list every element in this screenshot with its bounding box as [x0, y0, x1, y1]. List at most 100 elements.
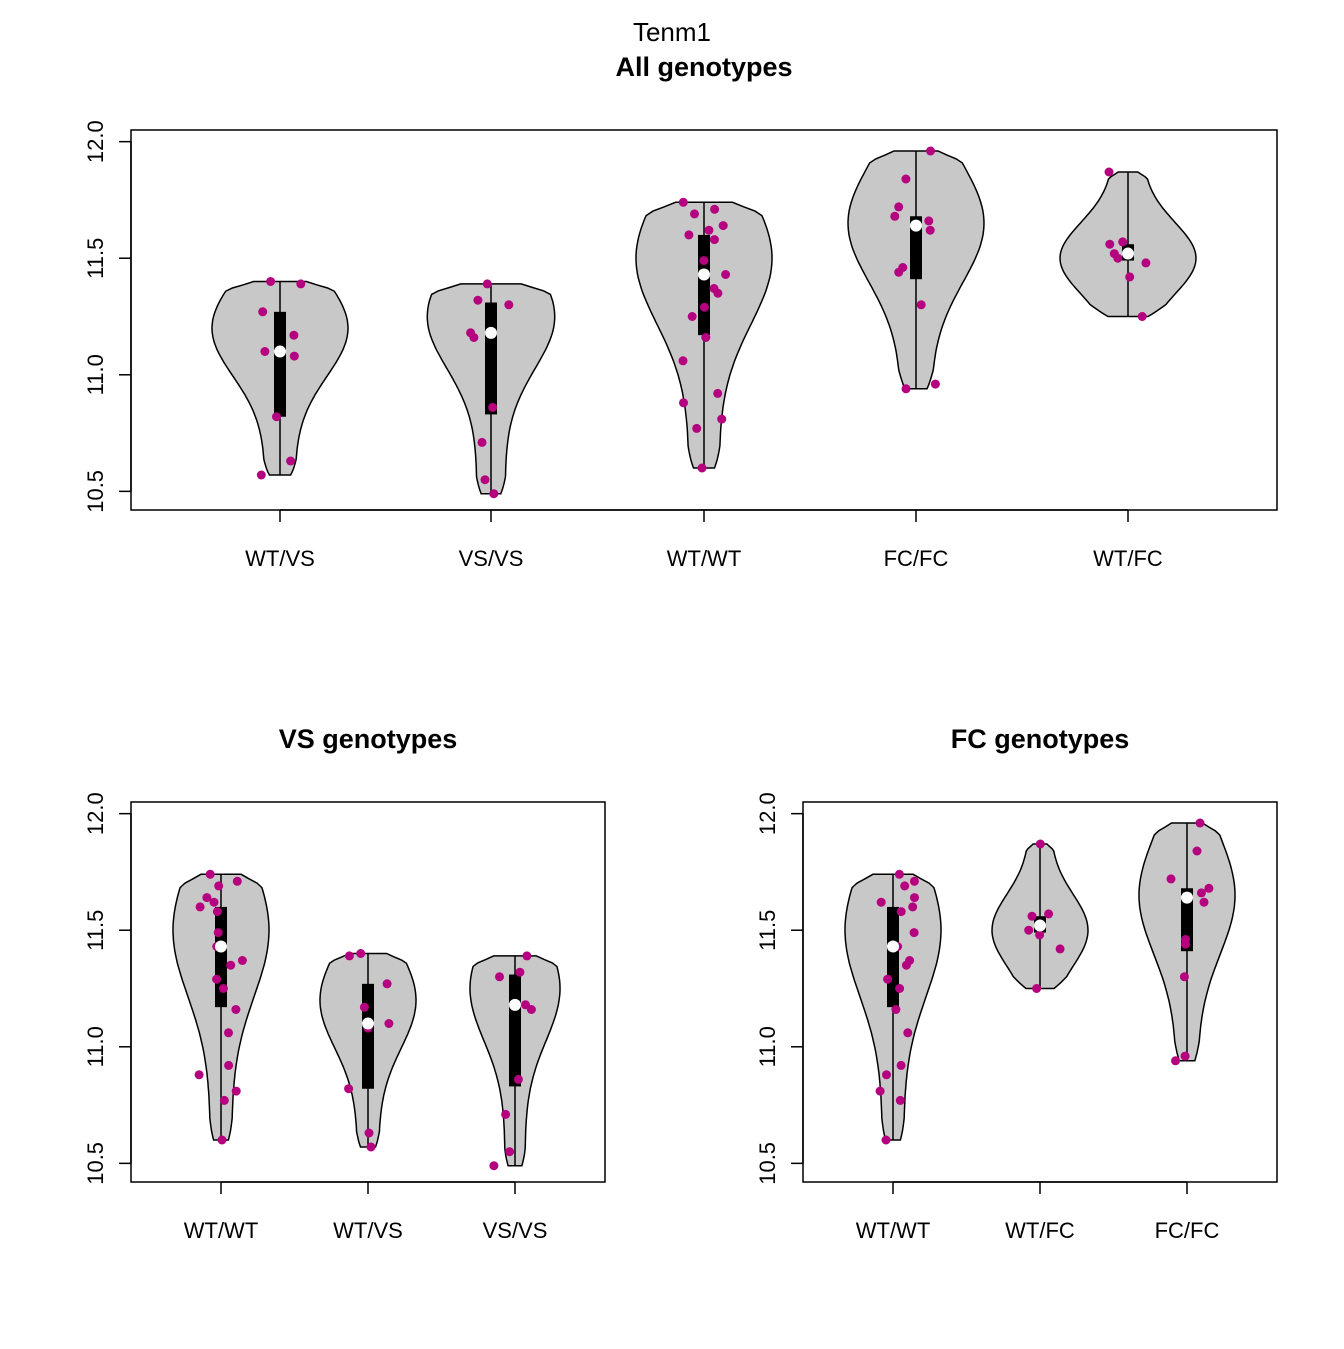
x-tick-label-wt-vs: WT/VS	[333, 1218, 403, 1243]
y-tick-label: 11.5	[83, 238, 108, 279]
data-point	[231, 1005, 241, 1014]
x-tick-label-wt-wt: WT/WT	[856, 1218, 931, 1243]
data-point	[701, 333, 711, 342]
data-point	[704, 225, 714, 235]
x-tick-label-wt-wt: WT/WT	[667, 546, 742, 571]
data-point	[488, 402, 498, 412]
data-point	[489, 1161, 499, 1171]
data-point	[894, 869, 904, 879]
data-point	[909, 876, 919, 886]
violin-wt-wt	[844, 869, 942, 1145]
panel-all-genotypes: All genotypes 10.5 11.0 11.5 12.0 WT/VS VS/V…	[83, 52, 1278, 571]
data-point	[1137, 312, 1147, 321]
data-point	[876, 897, 886, 907]
y-tick-label: 11.0	[83, 1026, 108, 1067]
data-point	[266, 277, 276, 286]
data-point	[212, 974, 222, 984]
data-point	[477, 437, 487, 447]
iqr-box	[274, 311, 286, 417]
data-point	[473, 295, 483, 305]
data-point	[1196, 888, 1206, 898]
data-point	[924, 216, 934, 226]
data-point	[903, 1028, 913, 1038]
data-point	[515, 967, 525, 977]
data-point	[909, 928, 919, 938]
data-point	[881, 1135, 891, 1145]
data-point	[489, 489, 499, 499]
violin-wt-vs	[319, 949, 417, 1152]
data-point	[513, 1074, 523, 1084]
x-tick-label-vs-vs: VS/VS	[483, 1218, 548, 1243]
median-point	[362, 1017, 374, 1030]
data-point	[875, 1086, 885, 1096]
violin-wt-wt	[172, 869, 270, 1145]
data-point	[217, 1135, 227, 1145]
data-point	[1199, 897, 1209, 907]
data-point	[212, 907, 222, 917]
data-point	[692, 423, 702, 433]
data-point	[384, 1019, 394, 1028]
data-point	[260, 347, 270, 356]
median-point	[274, 345, 286, 358]
data-point	[679, 398, 688, 408]
data-point	[713, 388, 723, 398]
data-point	[501, 1109, 511, 1119]
panel-title: VS genotypes	[279, 724, 458, 754]
iqr-box	[698, 234, 710, 336]
panel-title: All genotypes	[615, 52, 792, 82]
violin-vs-vs	[426, 279, 556, 499]
data-point	[718, 221, 728, 231]
data-point	[709, 235, 719, 245]
data-point	[1109, 249, 1119, 259]
data-point	[882, 1070, 891, 1080]
median-point	[910, 219, 922, 232]
data-point	[232, 876, 242, 886]
data-point	[926, 146, 935, 156]
median-point	[1181, 891, 1193, 904]
data-point	[883, 974, 893, 984]
x-tick-label-fc-fc: FC/FC	[1155, 1218, 1220, 1243]
data-point	[505, 1147, 515, 1157]
data-point	[678, 197, 688, 207]
data-point	[272, 412, 281, 422]
data-point	[900, 881, 910, 891]
data-point	[209, 897, 219, 907]
violin-vs-vs	[469, 951, 561, 1171]
data-point	[364, 1128, 374, 1138]
x-tick-label-fc-fc: FC/FC	[884, 546, 949, 571]
data-point	[717, 414, 727, 424]
data-point	[1044, 909, 1054, 919]
data-point	[699, 302, 709, 312]
median-point	[1034, 919, 1046, 932]
data-point	[1204, 883, 1214, 893]
y-tick-label: 10.5	[83, 470, 108, 513]
data-point	[296, 279, 306, 289]
x-tick-label-wt-fc: WT/FC	[1005, 1218, 1075, 1243]
data-point	[237, 956, 247, 965]
data-point	[890, 211, 900, 221]
violin-fc-fc	[1138, 818, 1236, 1066]
data-point	[896, 907, 906, 917]
data-point	[690, 209, 699, 219]
data-point	[895, 984, 905, 993]
data-point	[218, 984, 228, 993]
violin-wt-fc	[991, 839, 1089, 993]
data-point	[721, 270, 731, 279]
data-point	[258, 307, 268, 317]
data-point	[219, 1095, 229, 1105]
data-point	[522, 951, 532, 961]
data-point	[894, 202, 904, 212]
data-point	[1181, 935, 1190, 944]
violin-wt-vs	[211, 277, 349, 480]
data-point	[194, 1070, 204, 1080]
data-point	[356, 949, 366, 958]
panel-fc-genotypes: FC genotypes 10.5 11.0 11.5 12.0 WT/WT WT/FC…	[755, 724, 1278, 1243]
data-point	[1180, 1051, 1190, 1061]
violin-wt-fc	[1059, 167, 1197, 321]
y-tick-label: 10.5	[755, 1142, 780, 1185]
data-point	[344, 951, 354, 961]
data-point	[1179, 972, 1189, 982]
data-point	[896, 1060, 906, 1070]
y-tick-label: 11.5	[83, 910, 108, 951]
